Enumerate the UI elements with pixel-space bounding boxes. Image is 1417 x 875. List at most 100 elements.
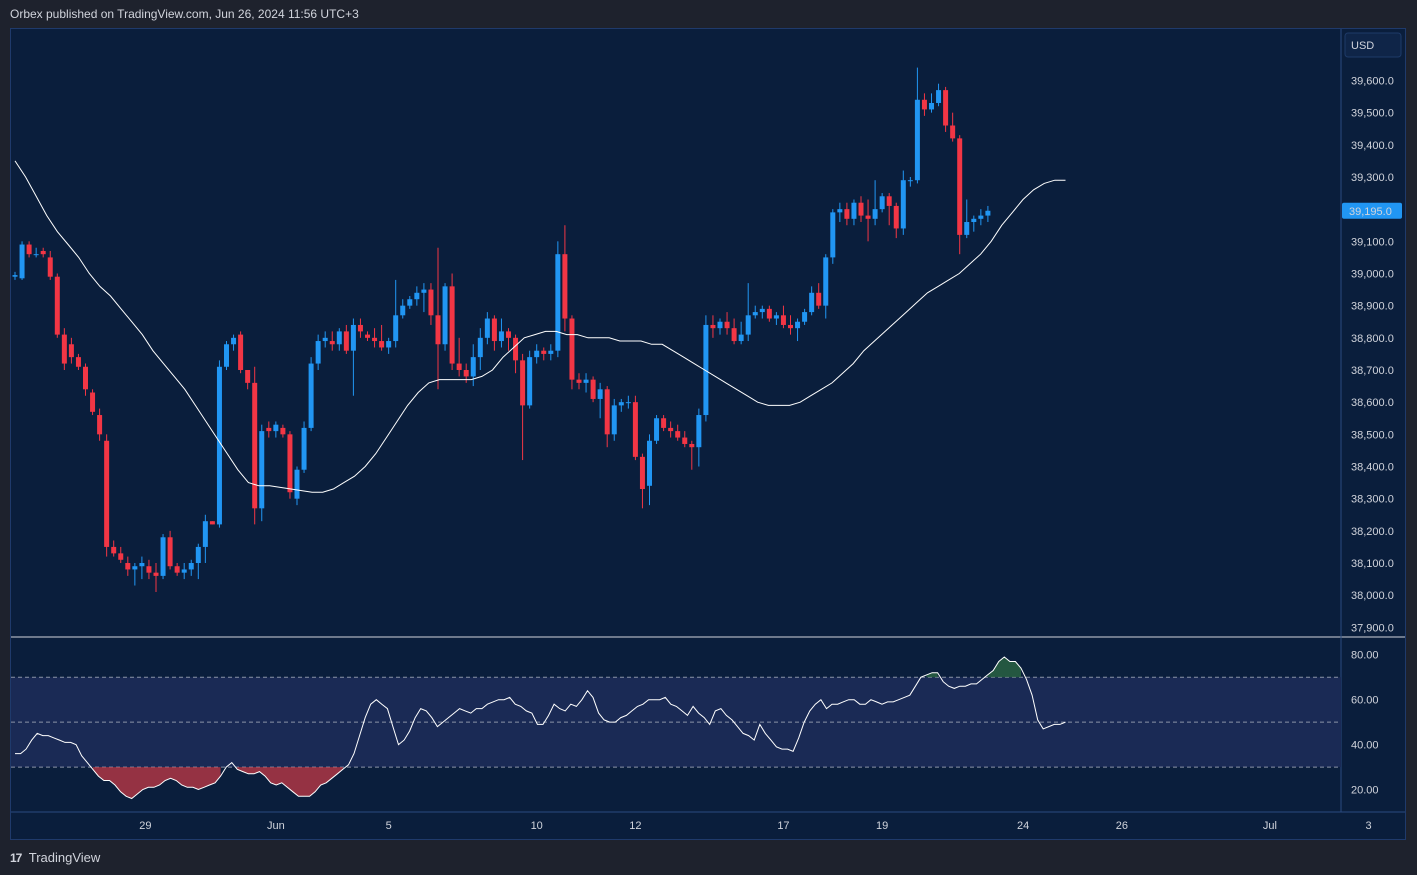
candle-body [745, 315, 751, 335]
candle-body [527, 357, 533, 406]
rsi-tick-label: 80.00 [1351, 650, 1379, 662]
candle-body [19, 244, 25, 279]
publisher-text: Orbex published on TradingView.com, Jun … [10, 7, 359, 21]
candle-body [689, 443, 695, 448]
price-tick-label: 38,800.0 [1351, 333, 1394, 345]
candle-body [604, 389, 610, 435]
candle-body [548, 350, 554, 354]
candle-body [238, 334, 244, 370]
chart-area[interactable]: 39,700.039,600.039,500.039,400.039,300.0… [10, 28, 1406, 840]
rsi-oversold-fill [92, 767, 221, 799]
price-tick-label: 38,400.0 [1351, 462, 1394, 474]
candle-body [379, 341, 385, 348]
candle-body [315, 341, 321, 364]
price-tick-label: 38,000.0 [1351, 590, 1394, 602]
candle-body [682, 437, 688, 444]
candle-body [322, 337, 328, 342]
candle-body [146, 566, 152, 573]
candle-body [583, 379, 589, 383]
candle-body [153, 572, 159, 576]
candle-body [569, 318, 575, 380]
candle-body [54, 276, 60, 335]
currency-button[interactable] [1344, 32, 1402, 58]
candle-body [985, 210, 991, 216]
candle-body [160, 537, 166, 576]
candle-body [795, 321, 801, 329]
price-tick-label: 39,100.0 [1351, 236, 1394, 248]
candle-body [611, 405, 617, 435]
candle-body [132, 566, 138, 570]
candle-body [97, 415, 103, 435]
candle-body [900, 180, 906, 229]
price-tick-label: 37,900.0 [1351, 622, 1394, 634]
candle-body [111, 546, 117, 554]
candle-body [336, 331, 342, 345]
candle-body [329, 341, 335, 345]
candle-body [209, 521, 215, 525]
candle-body [506, 331, 511, 338]
candle-body [759, 308, 765, 313]
candle-body [879, 196, 885, 210]
candle-body [971, 218, 977, 223]
candle-body [957, 138, 963, 235]
candle-body [449, 286, 455, 364]
candle-body [816, 292, 822, 306]
time-tick-label: 5 [386, 820, 392, 832]
time-tick-label: 3 [1366, 820, 1372, 832]
candle-body [520, 360, 526, 406]
candle-body [710, 324, 716, 329]
candle-body [350, 324, 356, 351]
candle-body [400, 305, 406, 316]
candle-body [858, 202, 864, 216]
candle-body [372, 337, 378, 342]
time-tick-label: 29 [139, 820, 151, 832]
candle-body [823, 257, 829, 306]
candle-body [202, 521, 208, 547]
price-tick-label: 38,900.0 [1351, 301, 1394, 313]
tradingview-brand: TradingView [28, 850, 101, 865]
candle-body [195, 546, 201, 564]
candles-group [12, 67, 991, 592]
candle-body [865, 215, 871, 219]
candle-body [252, 382, 258, 509]
candle-body [470, 357, 476, 377]
candle-body [929, 102, 934, 110]
candle-body [844, 209, 850, 219]
candle-body [231, 337, 237, 345]
candle-body [188, 563, 194, 570]
candle-body [914, 99, 920, 181]
candle-body [407, 299, 413, 306]
candle-body [513, 337, 519, 361]
candle-body [597, 389, 603, 399]
candle-body [414, 292, 420, 300]
price-chart-svg[interactable]: 39,700.039,600.039,500.039,400.039,300.0… [11, 29, 1405, 839]
candle-body [118, 553, 124, 560]
rsi-line [15, 656, 1066, 800]
candle-body [104, 440, 110, 547]
candle-body [33, 254, 39, 256]
candle-body [936, 90, 942, 103]
price-tick-label: 38,100.0 [1351, 558, 1394, 570]
price-tick-label: 39,600.0 [1351, 75, 1394, 87]
rsi-tick-label: 60.00 [1351, 695, 1379, 707]
candle-body [456, 363, 462, 370]
candle-body [696, 415, 702, 448]
candle-body [174, 566, 180, 573]
time-tick-label: 24 [1017, 820, 1029, 832]
price-tick-label: 38,500.0 [1351, 429, 1394, 441]
candle-body [802, 312, 808, 322]
moving-average-line [14, 160, 1066, 493]
candle-body [308, 363, 314, 428]
candle-body [590, 379, 596, 399]
candle-body [675, 431, 681, 438]
candle-body [386, 341, 392, 348]
candle-body [125, 563, 131, 570]
candle-body [625, 402, 631, 404]
currency-selector[interactable]: USD [1344, 32, 1402, 58]
candle-body [181, 569, 187, 573]
tradingview-footer[interactable]: 17 TradingView [0, 846, 410, 870]
candle-body [224, 344, 229, 367]
candle-body [872, 209, 878, 219]
candle-body [167, 537, 173, 567]
candle-body [280, 427, 286, 435]
